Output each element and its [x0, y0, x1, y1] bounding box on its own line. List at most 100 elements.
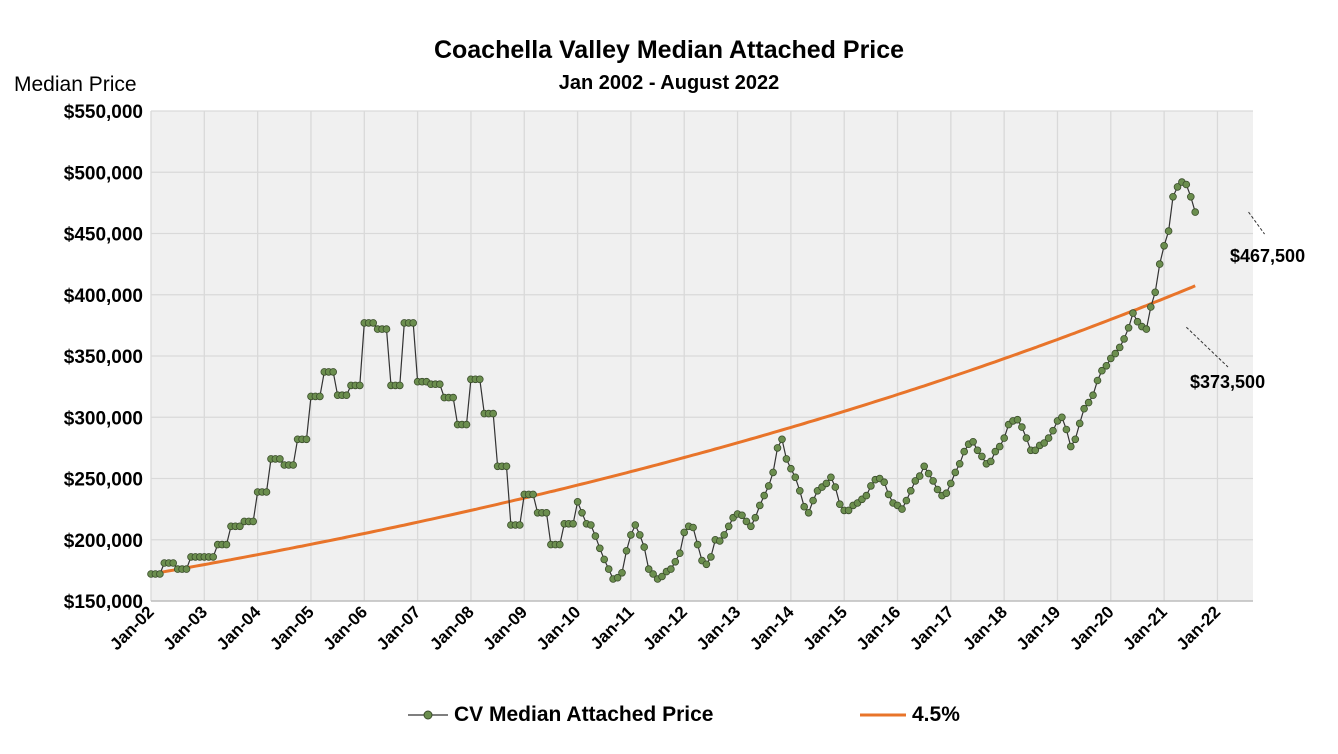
y-tick-label: $550,000 — [64, 102, 143, 123]
price-point — [835, 500, 844, 509]
price-point — [724, 522, 733, 531]
x-tick-label: Jan-11 — [587, 602, 638, 653]
price-point — [316, 392, 324, 401]
price-point — [751, 513, 760, 522]
price-point — [289, 461, 298, 469]
price-point — [667, 565, 675, 573]
price-point — [555, 540, 564, 549]
price-point — [1169, 193, 1177, 201]
price-point — [489, 409, 498, 418]
x-tick-label: Jan-17 — [906, 602, 958, 654]
price-point — [515, 521, 524, 529]
price-point — [906, 486, 915, 495]
price-point — [782, 455, 791, 463]
price-point — [862, 491, 871, 500]
price-point — [595, 544, 604, 553]
annotation-label: $467,500 — [1230, 246, 1305, 266]
price-point — [1111, 349, 1120, 358]
price-point — [960, 447, 968, 456]
x-tick-label: Jan-13 — [693, 602, 745, 654]
price-point — [1115, 343, 1124, 352]
price-point — [920, 462, 928, 471]
price-point — [635, 531, 644, 539]
price-point — [1098, 366, 1106, 375]
price-point — [276, 455, 284, 463]
price-point — [1124, 323, 1133, 332]
chart-title: Coachella Valley Median Attached Price — [433, 36, 905, 64]
price-point — [951, 468, 960, 477]
trend-line — [150, 284, 1196, 576]
x-tick-label: Jan-16 — [853, 602, 905, 654]
price-point — [631, 521, 640, 529]
x-tick-label: Jan-09 — [480, 602, 532, 654]
price-point — [973, 446, 982, 455]
price-point — [1089, 391, 1097, 400]
price-point — [249, 517, 258, 526]
x-tick-label: Jan-03 — [160, 602, 212, 654]
price-point — [262, 488, 271, 496]
price-point — [755, 501, 764, 510]
price-point — [978, 452, 986, 461]
price-point — [1164, 227, 1173, 235]
annotation-leader — [1248, 211, 1265, 235]
price-point — [1084, 398, 1093, 407]
plot-area: $150,000 $200,000 $250,000 $300,000 $350,000… — [64, 102, 1305, 654]
y-tick-label: $500,000 — [64, 163, 143, 184]
price-point — [1067, 442, 1075, 451]
price-point — [1173, 183, 1182, 191]
x-tick-label: Jan-18 — [959, 602, 1011, 654]
price-point — [622, 546, 631, 555]
price-point — [995, 442, 1004, 451]
price-point — [946, 479, 955, 488]
y-tick-label: $150,000 — [64, 592, 143, 613]
y-axis-label: Median Price — [14, 73, 137, 96]
price-point — [1151, 288, 1159, 297]
x-tick-label: Jan-21 — [1119, 602, 1171, 654]
price-point — [342, 391, 351, 400]
price-point — [693, 540, 702, 549]
x-tick-label: Jan-20 — [1066, 602, 1118, 654]
price-point — [618, 568, 626, 577]
price-point — [702, 560, 711, 569]
price-point — [1093, 376, 1102, 385]
price-point — [800, 502, 808, 511]
legend-item-trend: 4.5% — [860, 700, 960, 730]
price-point — [573, 497, 582, 506]
price-point — [236, 522, 244, 531]
x-tick-label: Jan-06 — [320, 602, 372, 654]
price-point — [578, 508, 586, 517]
price-point — [898, 505, 906, 513]
price-point — [880, 478, 888, 487]
price-point — [822, 479, 831, 488]
price-point — [689, 523, 697, 532]
price-point — [715, 537, 724, 545]
x-tick-label: Jan-05 — [266, 602, 318, 654]
price-point — [1049, 426, 1057, 435]
price-point — [764, 482, 773, 490]
price-point — [462, 420, 471, 429]
x-tick-label: Jan-19 — [1013, 602, 1065, 654]
annotation-label: $373,500 — [1190, 372, 1265, 392]
y-tick-label: $350,000 — [64, 347, 143, 368]
x-tick-label: Jan-14 — [746, 602, 798, 654]
price-point — [591, 532, 600, 540]
price-point — [991, 447, 1000, 456]
price-point — [791, 473, 800, 482]
price-point — [209, 553, 218, 561]
price-point — [827, 473, 835, 482]
price-point — [329, 368, 338, 376]
price-point — [1107, 354, 1115, 363]
price-point — [600, 555, 608, 564]
legend-marker-price — [408, 710, 448, 720]
price-point — [502, 462, 511, 471]
x-tick-label: Jan-04 — [213, 602, 265, 654]
y-tick-label: $450,000 — [64, 225, 143, 246]
price-point — [809, 496, 817, 505]
price-point — [1191, 208, 1199, 216]
price-point — [942, 489, 951, 498]
trend-series — [150, 284, 1196, 576]
annotations: $467,500 $373,500 — [1186, 211, 1305, 392]
x-tick-label: Jan-15 — [799, 602, 851, 654]
price-point — [658, 572, 666, 581]
